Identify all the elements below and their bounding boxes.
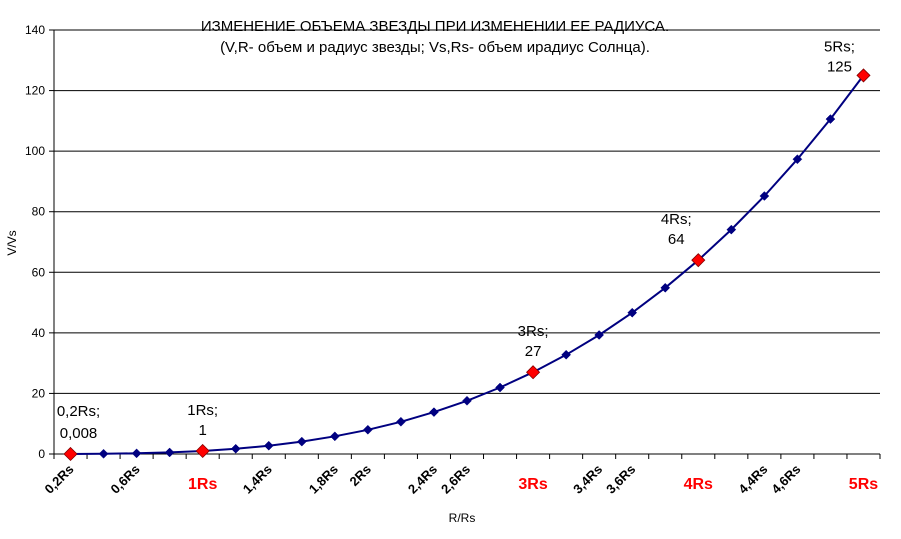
- x-tick-label: 4,4Rs: [735, 462, 770, 497]
- annotation-value: 0,008: [60, 425, 98, 442]
- x-tick-label: 2,6Rs: [438, 462, 473, 497]
- x-tick-label: 2Rs: [347, 462, 374, 489]
- data-point: [495, 382, 505, 393]
- y-tick-label: 100: [25, 144, 45, 158]
- x-tick-label: 0,2Rs: [41, 462, 76, 497]
- data-point-highlight: [526, 365, 541, 380]
- x-tick-label: 0,6Rs: [108, 462, 143, 497]
- data-point: [98, 448, 109, 459]
- data-point-highlight: [691, 253, 706, 268]
- annotation-label: 3Rs;: [518, 323, 549, 340]
- annotation-label: 0,2Rs;: [57, 403, 100, 420]
- data-point: [296, 436, 307, 447]
- series: [63, 68, 871, 462]
- chart-title-group: ИЗМЕНЕНИЕ ОБЪЕМА ЗВЕЗДЫ ПРИ ИЗМЕНЕНИИ ЕЕ…: [201, 18, 669, 56]
- x-tick-label: 1,8Rs: [306, 462, 341, 497]
- data-point: [726, 224, 737, 235]
- data-point: [396, 416, 406, 427]
- data-point: [230, 443, 241, 454]
- annotation-label: 4Rs;: [661, 211, 692, 228]
- chart-subtitle: (V,R- объем и радиус звезды; Vs,Rs- объе…: [220, 39, 650, 56]
- annotation-value: 125: [827, 58, 852, 75]
- y-axis-label: V/Vs: [5, 230, 19, 255]
- y-tick-label: 140: [25, 23, 45, 37]
- data-point-highlight: [63, 446, 78, 462]
- y-tick-label: 120: [25, 84, 45, 98]
- data-point: [561, 349, 571, 360]
- annotation-value: 27: [525, 343, 542, 360]
- annotation-value: 1: [199, 422, 207, 439]
- data-point: [627, 307, 638, 318]
- x-tick-label: 1,4Rs: [240, 462, 275, 497]
- data-point: [594, 330, 605, 340]
- data-point: [462, 395, 472, 406]
- chart-title: ИЗМЕНЕНИЕ ОБЪЕМА ЗВЕЗДЫ ПРИ ИЗМЕНЕНИИ ЕЕ…: [201, 18, 669, 35]
- data-point: [263, 440, 274, 451]
- axes: [49, 29, 881, 459]
- annotation-label: 5Rs;: [824, 38, 855, 55]
- data-point: [759, 191, 770, 201]
- y-tick-label: 40: [32, 326, 46, 340]
- data-point: [131, 448, 142, 459]
- data-point: [164, 447, 175, 458]
- y-tick-label: 60: [32, 265, 46, 279]
- data-point: [429, 407, 439, 417]
- annotation-label: 1Rs;: [187, 402, 218, 419]
- x-tick-label-highlight: 3Rs: [518, 476, 547, 493]
- data-point-highlight: [195, 443, 210, 459]
- y-tick-label: 20: [32, 386, 46, 400]
- grid: [54, 29, 880, 394]
- x-tick-label: 4,6Rs: [768, 462, 803, 497]
- data-point: [660, 282, 671, 293]
- y-tick-label: 80: [32, 205, 46, 219]
- data-point-highlight: [856, 68, 871, 83]
- data-point: [363, 424, 373, 435]
- x-tick-label: 3,6Rs: [603, 462, 638, 497]
- x-tick-label: 2,4Rs: [405, 462, 440, 497]
- annotation-value: 64: [668, 231, 685, 248]
- data-point: [329, 431, 340, 442]
- x-axis-label: R/Rs: [449, 511, 476, 525]
- x-tick-label-highlight: 1Rs: [188, 476, 217, 493]
- y-tick-labels: 0 20 40 60 80 100 120 140: [25, 23, 45, 461]
- x-tick-label: 3,4Rs: [570, 462, 605, 497]
- x-tick-label-highlight: 4Rs: [684, 476, 713, 493]
- annotations: 0,2Rs; 0,008 1Rs; 1 3Rs; 27 4Rs; 64 5Rs; 125: [57, 38, 855, 442]
- data-point: [792, 154, 803, 165]
- x-tick-label-highlight: 5Rs: [849, 476, 878, 493]
- data-point: [825, 114, 836, 124]
- y-tick-label: 0: [38, 447, 45, 461]
